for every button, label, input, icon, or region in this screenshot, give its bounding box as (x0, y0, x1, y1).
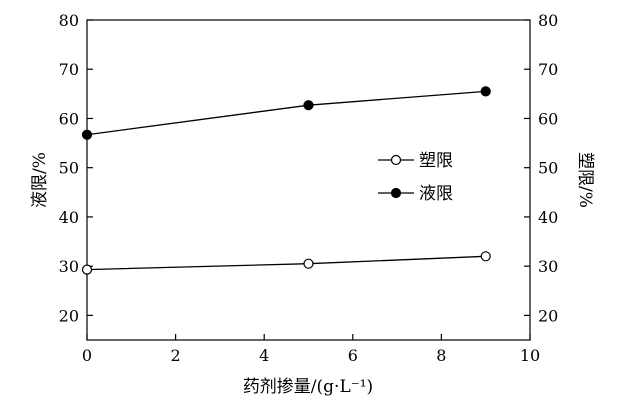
series-points (81, 86, 491, 275)
data-point-1 (480, 86, 491, 97)
data-point-0 (303, 258, 314, 269)
series-line-0 (86, 255, 486, 271)
y-tick-label-left: 70 (59, 60, 79, 79)
series-lines (86, 90, 486, 271)
y-tick-label-right: 60 (538, 109, 558, 128)
series-line-1 (86, 90, 486, 136)
y-tick-label-right: 40 (538, 208, 558, 227)
y-tick-label-right: 70 (538, 60, 558, 79)
y-axis-ticks: 20 20 30 30 40 40 50 50 60 60 70 70 80 80 (59, 11, 559, 325)
y-tick-label-right: 50 (538, 159, 558, 178)
x-axis-title: 药剂掺量/(g·L⁻¹) (243, 377, 373, 397)
x-tick-label: 2 (171, 346, 181, 365)
plot-area-frame (86, 19, 531, 341)
y-tick-label-left: 50 (59, 159, 79, 178)
y-tick-label-left: 20 (59, 306, 79, 325)
x-tick-label: 0 (82, 346, 92, 365)
y-tick-label-left: 80 (59, 11, 79, 30)
legend-label-0: 塑限 (419, 151, 453, 171)
y-tick-label-left: 30 (59, 257, 79, 276)
data-point-0 (480, 251, 491, 262)
y-axis-title-left: 液限/% (30, 152, 50, 208)
legend-marker-1 (390, 187, 402, 199)
y-tick-label-right: 20 (538, 306, 558, 325)
x-tick-label: 6 (348, 346, 358, 365)
legend-label-1: 液限 (419, 184, 453, 204)
x-tick-label: 8 (436, 346, 446, 365)
x-tick-label: 4 (259, 346, 269, 365)
y-tick-label-right: 80 (538, 11, 558, 30)
y-tick-label-left: 40 (59, 208, 79, 227)
data-point-1 (303, 100, 314, 111)
legend-marker-0 (390, 154, 402, 166)
y-tick-label-left: 60 (59, 109, 79, 128)
data-point-1 (81, 129, 93, 140)
y-tick-label-right: 30 (538, 257, 558, 276)
x-tick-label: 10 (520, 346, 540, 365)
y-axis-title-right: 塑限/% (575, 152, 595, 208)
data-point-0 (81, 264, 93, 275)
x-axis-ticks: 0 2 4 6 8 10 (82, 334, 540, 365)
